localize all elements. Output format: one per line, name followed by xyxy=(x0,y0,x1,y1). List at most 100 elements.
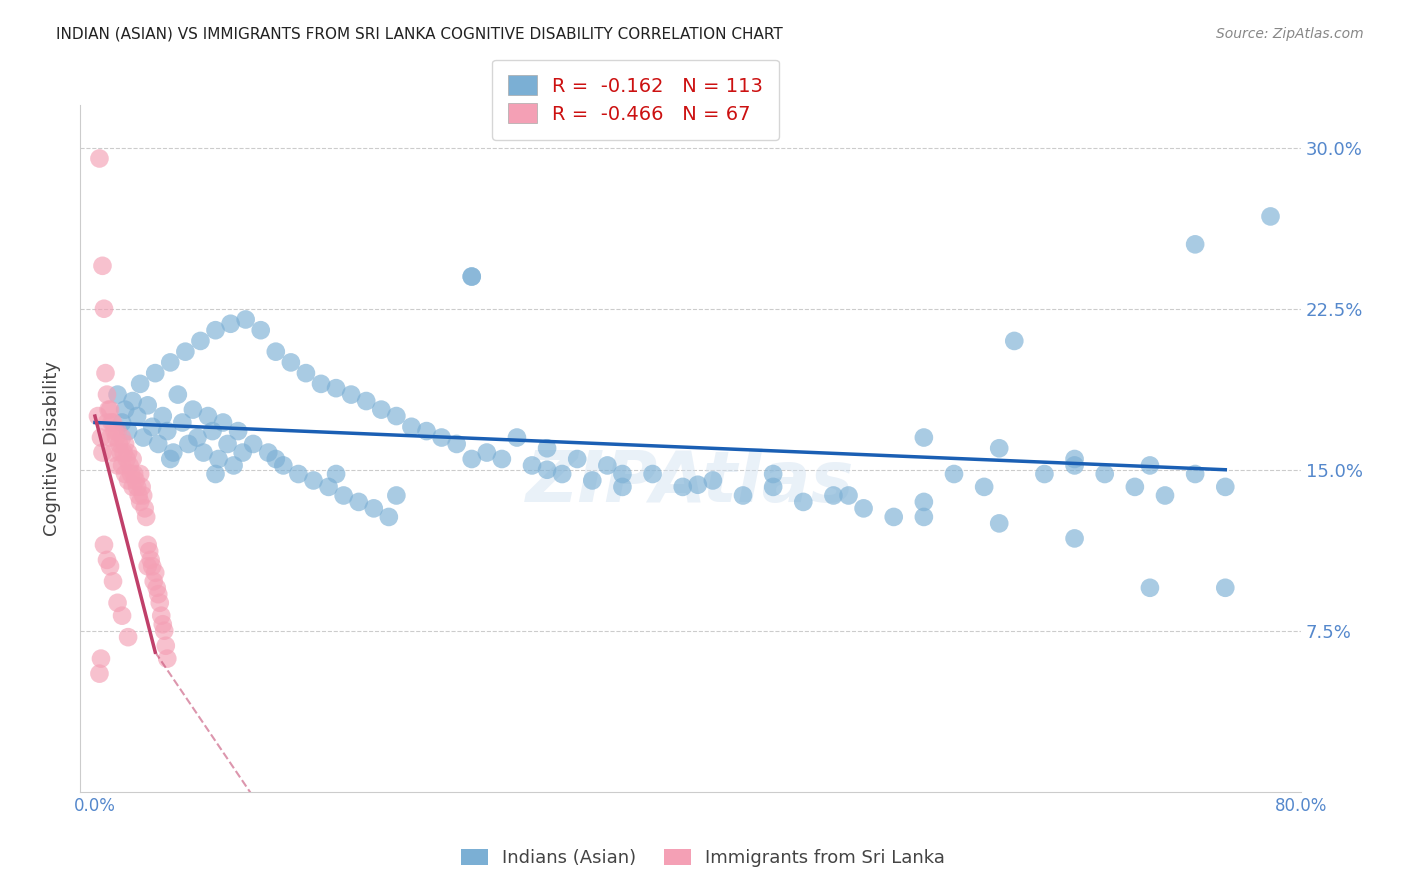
Point xyxy=(295,366,318,380)
Point xyxy=(461,269,484,284)
Point xyxy=(762,467,785,481)
Point xyxy=(138,544,160,558)
Point xyxy=(325,381,347,395)
Point xyxy=(1154,488,1177,502)
Point xyxy=(101,416,124,430)
Point xyxy=(988,442,1011,456)
Point xyxy=(145,581,167,595)
Point xyxy=(1063,452,1085,467)
Point xyxy=(186,431,208,445)
Text: Source: ZipAtlas.com: Source: ZipAtlas.com xyxy=(1216,27,1364,41)
Point xyxy=(581,474,603,488)
Point xyxy=(1139,458,1161,473)
Point xyxy=(152,409,174,423)
Point xyxy=(461,452,484,467)
Point xyxy=(536,463,558,477)
Point xyxy=(121,480,143,494)
Point xyxy=(943,467,966,481)
Point xyxy=(1063,532,1085,546)
Point xyxy=(132,431,155,445)
Point xyxy=(91,445,114,459)
Point xyxy=(143,566,166,580)
Point xyxy=(415,424,437,438)
Point xyxy=(129,376,152,391)
Point xyxy=(89,666,111,681)
Point xyxy=(332,488,354,502)
Point xyxy=(107,387,129,401)
Point xyxy=(852,501,875,516)
Point xyxy=(204,323,226,337)
Point xyxy=(121,394,143,409)
Point xyxy=(731,488,754,502)
Point xyxy=(117,424,139,438)
Y-axis label: Cognitive Disability: Cognitive Disability xyxy=(44,360,60,536)
Point xyxy=(107,596,129,610)
Point xyxy=(641,467,664,481)
Point xyxy=(506,431,529,445)
Point xyxy=(792,495,814,509)
Point xyxy=(115,452,138,467)
Point xyxy=(475,445,498,459)
Point xyxy=(159,452,181,467)
Point xyxy=(117,630,139,644)
Point xyxy=(430,431,453,445)
Point xyxy=(159,355,181,369)
Point xyxy=(128,488,150,502)
Point xyxy=(1063,458,1085,473)
Point xyxy=(141,559,163,574)
Text: INDIAN (ASIAN) VS IMMIGRANTS FROM SRI LANKA COGNITIVE DISABILITY CORRELATION CHA: INDIAN (ASIAN) VS IMMIGRANTS FROM SRI LA… xyxy=(56,27,783,42)
Point xyxy=(127,409,149,423)
Point xyxy=(124,474,146,488)
Point xyxy=(127,480,149,494)
Point xyxy=(612,480,634,494)
Point xyxy=(536,442,558,456)
Point xyxy=(96,387,118,401)
Point xyxy=(201,424,224,438)
Legend: Indians (Asian), Immigrants from Sri Lanka: Indians (Asian), Immigrants from Sri Lan… xyxy=(454,841,952,874)
Point xyxy=(132,488,155,502)
Point xyxy=(273,458,295,473)
Point xyxy=(117,445,139,459)
Point xyxy=(177,437,200,451)
Point xyxy=(122,467,145,481)
Point xyxy=(385,488,408,502)
Point xyxy=(149,596,172,610)
Point xyxy=(823,488,845,502)
Point xyxy=(222,458,245,473)
Point xyxy=(686,477,709,491)
Point xyxy=(190,334,212,348)
Point xyxy=(156,651,179,665)
Point xyxy=(148,437,170,451)
Point xyxy=(287,467,309,481)
Point xyxy=(1184,467,1206,481)
Point xyxy=(912,510,935,524)
Point xyxy=(491,452,513,467)
Point xyxy=(1184,237,1206,252)
Point xyxy=(354,394,377,409)
Point xyxy=(87,409,110,423)
Point xyxy=(93,538,115,552)
Point xyxy=(912,495,935,509)
Point xyxy=(153,624,176,638)
Point xyxy=(150,608,173,623)
Point xyxy=(837,488,859,502)
Point xyxy=(302,474,325,488)
Point xyxy=(114,402,136,417)
Point xyxy=(94,366,117,380)
Point xyxy=(114,437,136,451)
Point xyxy=(142,574,165,589)
Point xyxy=(762,480,785,494)
Point xyxy=(280,355,302,369)
Point xyxy=(174,344,197,359)
Point xyxy=(1213,480,1236,494)
Point xyxy=(134,501,156,516)
Point xyxy=(93,301,115,316)
Point xyxy=(136,398,159,412)
Point xyxy=(181,402,204,417)
Point xyxy=(1094,467,1116,481)
Point xyxy=(264,452,287,467)
Point xyxy=(131,480,153,494)
Point xyxy=(120,467,142,481)
Text: ZIPAtlas: ZIPAtlas xyxy=(526,448,855,517)
Point xyxy=(235,312,257,326)
